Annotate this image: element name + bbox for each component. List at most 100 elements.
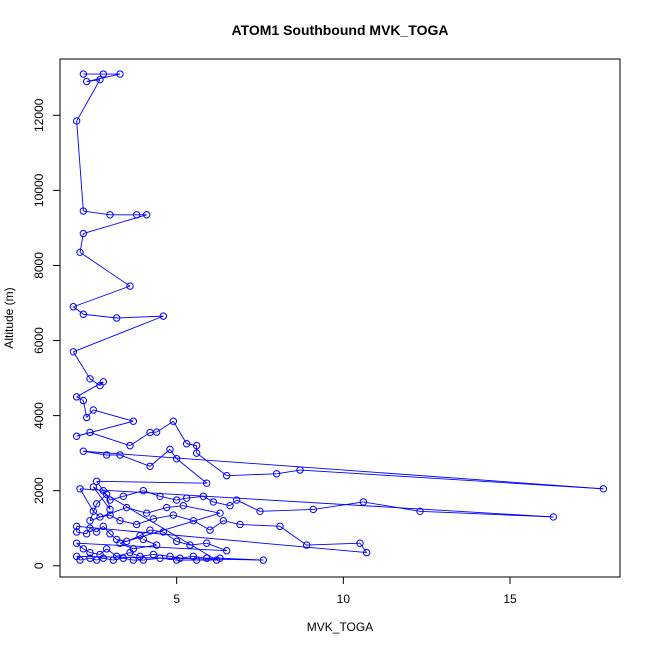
data-point [79,207,88,215]
data-point [86,524,94,532]
data-point [69,303,78,311]
series-line-segment [109,533,117,540]
data-point [132,211,141,219]
series-line-segment [119,542,134,550]
series-line-segment [83,450,604,490]
data-point [129,545,138,553]
series-line-segment [163,531,177,542]
data-point [236,520,244,529]
data-point [259,556,268,564]
data-point [86,554,94,562]
data-point [159,528,168,536]
series-line-segment [119,512,221,544]
series-line-segment [73,285,131,308]
series-line-segment [169,449,178,460]
series-line-segment [176,458,207,484]
data-point [102,545,111,553]
data-point [212,556,221,564]
data-point [102,490,111,499]
data-point [222,547,231,555]
data-point [222,471,231,480]
series-line-segment [79,557,91,561]
data-point [192,556,201,564]
series-line-segment [363,501,421,512]
data-point [169,511,178,519]
series-line-segment [76,542,227,552]
series-line-segment [86,409,94,418]
data-point [172,496,181,504]
data-point [156,554,164,562]
data-point [99,522,108,531]
series-line-segment [93,510,101,518]
data-point [152,541,161,549]
y-tick-label: 0 [32,562,46,569]
data-point [202,479,211,487]
data-point [92,477,101,485]
series-line-segment [89,527,97,533]
series-line-segment [83,210,111,216]
data-point [296,466,304,474]
data-point [76,248,84,257]
data-point [226,501,234,510]
series-line-segment [83,313,117,319]
series-line-segment [76,432,91,437]
y-axis-label: Altitude (m) [2,287,16,348]
series-line-segment [129,552,141,557]
data-point [139,486,148,495]
series-line-segment [106,548,117,557]
data-point [116,516,124,525]
data-point [356,539,364,547]
data-point [86,428,94,437]
data-point [89,507,98,516]
data-point [109,556,118,564]
data-point [79,447,88,455]
series-line-segment [76,79,101,122]
data-point [82,413,91,422]
data-point [116,70,124,78]
data-point [139,535,148,544]
series-line-segment [116,315,164,319]
data-point [82,530,91,538]
data-point [92,556,101,564]
data-point [106,511,114,519]
data-point [192,441,201,450]
data-point [76,485,84,493]
y-tick-label: 12000 [32,98,46,132]
data-point [89,483,98,491]
series-line-segment [179,555,194,559]
data-point [182,440,191,448]
data-point [216,509,224,517]
series-line-segment [103,557,114,561]
series-line-segment [203,495,214,503]
series-line-segment [79,251,131,287]
data-point [126,441,134,450]
series-line-segment [96,481,104,491]
data-point [112,314,121,322]
y-tick-label: 6000 [32,327,46,354]
data-point [89,406,98,414]
data-point [129,417,138,425]
data-point [172,537,181,546]
series-line-segment [226,473,277,477]
series-line-segment [72,351,91,380]
series-line-segment [209,520,224,531]
series-line-segment [149,529,164,533]
chart-title: ATOM1 Southbound MVK_TOGA [232,22,449,38]
data-point [72,117,81,125]
series-line-segment [139,529,151,537]
series-line-segment [119,454,151,467]
x-tick-label: 5 [173,592,180,606]
data-point [106,530,114,538]
series-line-segment [279,525,307,546]
data-point [92,528,101,536]
series-line-segment [83,548,91,553]
data-point [92,500,101,508]
series-line-segment [306,542,361,546]
data-point [159,312,168,320]
data-point [129,556,138,564]
series-line-segment [172,420,188,444]
data-point [99,70,108,78]
data-point [206,526,214,534]
data-point [166,445,174,454]
